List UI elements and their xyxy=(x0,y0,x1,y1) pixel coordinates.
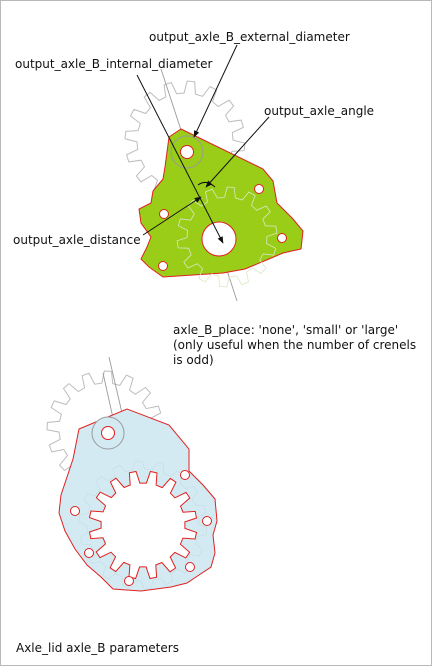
figure-caption: Axle_lid axle_B parameters xyxy=(16,641,179,655)
label-external-diameter: output_axle_B_external_diameter xyxy=(149,30,350,44)
leader-angle xyxy=(205,116,270,188)
bottom-axle-b-internal-hole xyxy=(101,426,115,440)
note-line-2: (only useful when the number of crenels xyxy=(173,338,417,352)
top-axle-b-internal-hole xyxy=(180,145,194,159)
label-axle-distance: output_axle_distance xyxy=(13,233,141,247)
top-crenel-pattern xyxy=(176,186,278,288)
leader-external-diameter xyxy=(193,44,238,138)
top-axle-lid-diagram: output_axle_B_external_diameter output_a… xyxy=(13,30,374,302)
top-axle-b-external-circle xyxy=(170,135,204,169)
note-line-1: axle_B_place: 'none', 'small' or 'large' xyxy=(173,323,399,337)
axle-b-place-note: axle_B_place: 'none', 'small' or 'large'… xyxy=(173,323,423,368)
label-internal-diameter: output_axle_B_internal_diameter xyxy=(15,57,212,71)
top-center-hole xyxy=(201,221,237,257)
leader-internal-diameter xyxy=(136,74,224,244)
note-line-3: is odd) xyxy=(173,353,214,367)
top-small-holes xyxy=(158,184,287,271)
bottom-crenel-pattern xyxy=(78,460,208,590)
bottom-axle-lid-diagram xyxy=(46,356,218,592)
bottom-small-holes xyxy=(70,470,212,586)
leader-distance xyxy=(142,196,202,236)
bottom-inner-gear-outline xyxy=(88,470,198,580)
label-axle-angle: output_axle_angle xyxy=(264,104,374,118)
